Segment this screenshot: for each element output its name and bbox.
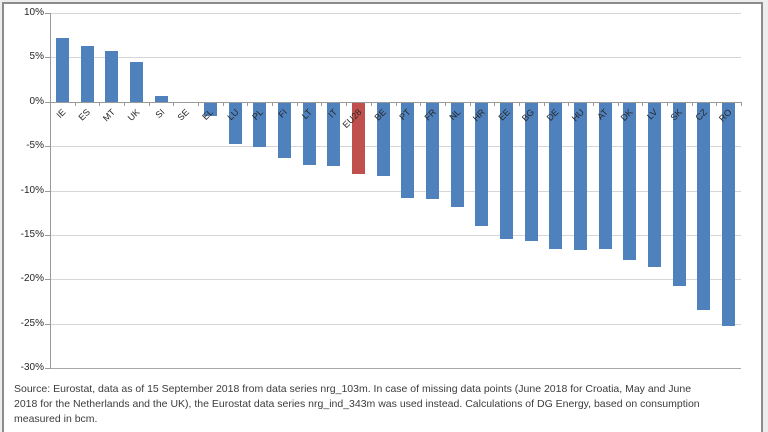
bar-pl [253,102,267,148]
bar-be [376,102,390,176]
bar-mt [105,51,119,102]
x-axis-tick [124,101,126,106]
y-axis-tick [45,234,50,236]
y-axis-tick [45,279,50,281]
y-axis-tick [45,323,50,325]
x-axis-tick [741,101,742,106]
y-axis-label: -30% [20,362,44,373]
bar-hu [574,102,588,251]
x-axis-tick [543,101,545,106]
source-note-line: 2018 for the Netherlands and the UK), th… [14,398,700,410]
category-label: SE [175,106,191,123]
x-axis-tick [716,101,718,106]
y-axis-tick [45,368,50,369]
bar-lv [648,102,662,267]
bar-ro [722,102,736,326]
bar-uk [129,61,143,102]
x-axis-tick [148,101,150,106]
bar-fi [277,102,291,158]
bar-el [203,102,217,117]
bar-de [549,102,563,250]
bar-nl [450,102,464,207]
x-axis-tick [494,101,496,106]
gridline [50,368,741,369]
bar-ie [55,37,69,102]
y-axis-tick [45,146,50,148]
x-axis-tick [568,101,570,106]
bar-bg [524,102,538,242]
y-axis-label: -20% [20,273,44,285]
bar-chart-plot-area: 10% 5% 0% -5% -10% -15% -20% -25% -30% IE ES MT UK SI… [21,7,742,373]
category-label: UK [125,106,142,123]
x-axis-tick [642,101,644,106]
bar-fr [426,102,440,199]
gridline [50,57,741,59]
x-axis-tick [296,101,298,106]
y-axis-tick [45,190,50,192]
y-axis-label: 0% [29,95,44,107]
x-axis-tick [518,101,520,106]
bar-it [327,102,341,166]
y-axis-label: 10% [23,7,44,18]
source-note-line: Source: Eurostat, data as of 15 Septembe… [14,383,692,395]
y-axis-tick [45,57,50,59]
x-axis-tick [173,101,175,106]
x-axis-tick [444,101,446,106]
category-label: IE [54,106,68,120]
x-axis-tick [346,101,348,106]
gridline [50,323,741,325]
y-axis-tick [45,101,50,103]
gridline [50,279,741,281]
bar-es [80,45,94,102]
bar-ee [500,102,514,240]
x-axis-tick [74,101,76,106]
category-label: ES [76,106,93,123]
bar-hr [475,102,489,227]
y-axis-label: -5% [26,140,44,152]
bar-sk [672,102,686,286]
gridline [50,190,741,192]
bar-at [598,102,612,250]
x-axis-tick [247,101,249,106]
x-axis-tick [691,101,693,106]
bar-lu [228,102,242,145]
y-axis-label: 5% [29,51,44,63]
x-axis-tick [592,101,594,106]
x-axis-tick [50,101,51,106]
x-axis-tick [420,101,422,106]
source-note: Source: Eurostat, data as of 15 Septembe… [14,382,756,427]
x-axis-tick [469,101,471,106]
x-axis-tick [198,101,200,106]
source-note-line: measured in bcm. [14,413,98,425]
gridline [50,146,741,148]
x-axis-tick [617,101,619,106]
x-axis-tick [272,101,274,106]
y-axis-line [50,13,51,369]
bar-cz [697,102,711,311]
category-label: SI [153,106,167,120]
y-axis-label: -10% [20,184,44,196]
bar-lt [302,102,316,165]
bar-si [154,96,168,102]
x-axis-tick [370,101,372,106]
y-axis-label: -15% [20,228,44,240]
x-axis-tick [99,101,101,106]
x-axis-tick [666,101,668,106]
bar-dk [623,102,637,260]
bar-pt [401,102,415,198]
category-label: MT [100,106,117,124]
bar-eu28 [351,102,365,174]
gridline [50,234,741,236]
x-axis-tick [321,101,323,106]
x-axis-tick [222,101,224,106]
x-axis-tick [395,101,397,106]
y-axis-label: -25% [20,317,44,329]
y-axis-tick [45,13,50,14]
gridline [50,13,741,14]
